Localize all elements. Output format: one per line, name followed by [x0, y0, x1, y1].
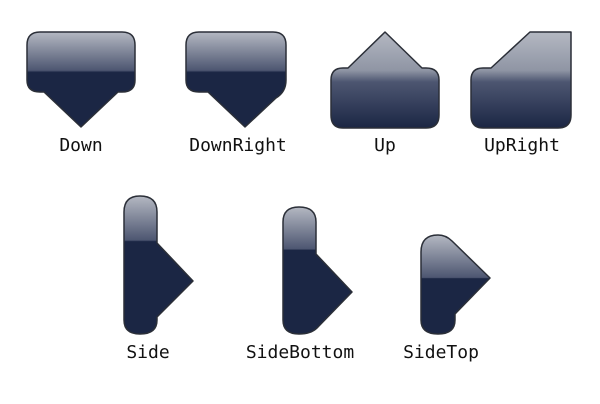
downright-pointer-icon	[185, 31, 287, 128]
sidebottom-label: SideBottom	[245, 342, 355, 363]
side-label: Side	[126, 342, 170, 363]
sidetop-pointer-icon	[420, 234, 491, 335]
up-pointer-icon	[330, 31, 440, 129]
up-label: Up	[374, 135, 396, 156]
sidetop-label: SideTop	[403, 342, 479, 363]
side-pointer-icon	[123, 195, 194, 335]
down-pointer-icon	[26, 31, 136, 128]
sidebottom-pointer-icon	[282, 206, 353, 335]
downright-label: DownRight	[189, 135, 287, 156]
down-label: Down	[59, 135, 103, 156]
upright-label: UpRight	[484, 135, 560, 156]
upright-pointer-icon	[470, 31, 572, 129]
